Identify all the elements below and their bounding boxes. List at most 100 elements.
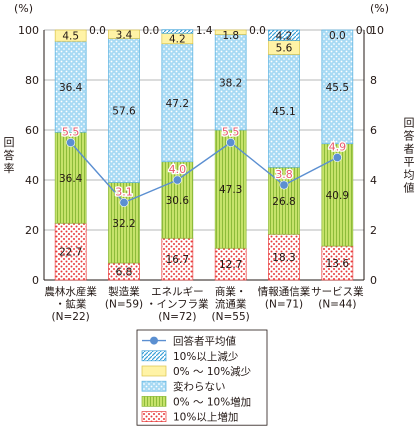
- value-label-dec0: 1.8: [222, 30, 239, 42]
- average-line: 5.5 3.1 4.0 5.5 3.8 4.9: [61, 124, 347, 208]
- value-label-dec10: 0.0: [356, 25, 373, 37]
- value-label-inc0: 36.4: [59, 173, 83, 185]
- legend-label-inc0: 0% ～ 10%増加: [173, 395, 251, 408]
- bar-segment-inc10: [268, 233, 300, 281]
- bar-segment-same: [268, 54, 300, 168]
- right-tick-label: 2: [370, 224, 377, 237]
- bar-segment-inc0: [54, 131, 87, 224]
- bar-segment-dec10: [161, 29, 194, 34]
- legend-swatch-average-marker: [150, 336, 158, 345]
- bar-segment-same: [161, 43, 194, 163]
- value-label-dec10: 1.4: [196, 25, 213, 37]
- legend-label-average: 回答者平均値: [173, 335, 236, 348]
- category-label: エネルギー・インフラ業(N=72): [146, 286, 209, 323]
- category-label: 情報通信業(N=71): [258, 285, 311, 311]
- left-tick-label: 40: [25, 174, 39, 187]
- value-label-inc10: 13.6: [326, 258, 350, 270]
- average-point: [226, 138, 236, 148]
- bar-segment-inc0: [161, 161, 194, 239]
- left-tick-label: 80: [25, 74, 39, 87]
- bar-segment-dec0: [214, 29, 247, 35]
- right-tick-label: 0: [370, 274, 377, 287]
- value-label-same: 45.5: [326, 82, 349, 94]
- bar-segment-dec0: [54, 29, 87, 42]
- value-label-dec0: 3.4: [116, 29, 133, 41]
- right-axis-title: 回答者平均値: [404, 117, 415, 195]
- value-label-inc0: 47.3: [219, 184, 242, 196]
- average-value-label: 4.9: [329, 141, 347, 154]
- average-point: [119, 198, 129, 208]
- average-line-path: [70, 141, 338, 204]
- bar-segment-dec0: [108, 29, 140, 39]
- value-label-inc10: 6.8: [116, 267, 133, 279]
- bar-segment-same: [321, 29, 354, 145]
- right-axis-unit: (%): [370, 2, 389, 15]
- left-tick-label: 20: [25, 224, 39, 237]
- bar-segment-inc0: [108, 182, 140, 264]
- right-axis-title-text: 回答者平均値: [404, 117, 415, 195]
- category-label: 製造業(N=59): [105, 285, 143, 311]
- average-value-label: 4.0: [169, 163, 187, 176]
- bar-segment-inc10: [321, 245, 354, 281]
- average-point: [66, 138, 76, 148]
- legend-label-dec0: 0% ～ 10%減少: [173, 365, 251, 378]
- value-label-same: 45.1: [272, 106, 295, 118]
- bar-segment-inc10: [54, 222, 87, 281]
- left-axis-title-text: 回答率: [4, 136, 15, 175]
- value-label-inc0: 26.8: [272, 196, 295, 208]
- legend-swatch-same: [141, 380, 167, 392]
- bar-segment-same: [214, 34, 247, 131]
- legend-swatch-inc0: [141, 396, 167, 407]
- bar-segment-same: [108, 38, 140, 183]
- legend-swatch-inc10: [141, 411, 167, 422]
- segment-labels: 22.7 36.4 36.4 4.5 6.8 32.2 57.6 3.4 16.7 30.6 47.…: [59, 25, 373, 279]
- right-tick-label: 6: [370, 124, 377, 137]
- legend-label-inc10: 10%以上増加: [173, 411, 238, 424]
- value-label-dec10: 4.2: [276, 30, 293, 42]
- value-label-dec0: 4.5: [62, 31, 79, 43]
- value-label-inc0: 40.9: [326, 190, 349, 202]
- value-label-dec0: 4.2: [169, 34, 186, 46]
- category-labels: 農林水産業・鉱業(N=22) 製造業(N=59)エネルギー・インフラ業(N=72)…: [44, 285, 364, 323]
- legend-swatch-dec0: [141, 365, 167, 377]
- bar-segment-inc10: [161, 237, 194, 281]
- average-value-label: 5.5: [222, 126, 240, 139]
- value-label-same: 36.4: [59, 82, 83, 94]
- bars: [54, 29, 354, 281]
- value-label-dec0: 0.0: [329, 30, 346, 42]
- value-label-dec10: 0.0: [143, 25, 160, 37]
- value-label-same: 38.2: [219, 77, 242, 89]
- value-label-inc10: 16.7: [166, 254, 189, 266]
- average-point: [279, 180, 289, 190]
- value-label-inc0: 32.2: [112, 218, 135, 230]
- left-tick-label: 60: [25, 124, 39, 137]
- right-tick-label: 10: [370, 24, 384, 37]
- average-value-label: 3.8: [275, 168, 293, 181]
- average-value-label: 5.5: [62, 126, 80, 139]
- average-point: [332, 153, 342, 163]
- legend-box: [136, 329, 268, 426]
- right-tick-label: 4: [370, 174, 377, 187]
- value-label-inc10: 12.7: [219, 259, 242, 271]
- value-label-same: 47.2: [166, 98, 189, 110]
- category-label: 商業・流通業(N=55): [212, 285, 250, 323]
- category-label: 農林水産業・鉱業(N=22): [44, 285, 97, 323]
- value-label-dec10: 0.0: [89, 25, 106, 37]
- left-tick-label: 0: [32, 274, 39, 287]
- value-label-dec10: 0.0: [249, 25, 266, 37]
- left-axis-unit: (%): [14, 2, 33, 15]
- average-point: [172, 175, 182, 185]
- value-label-inc10: 22.7: [59, 247, 82, 259]
- average-value-label: 3.1: [115, 186, 133, 199]
- right-tick-label: 8: [370, 74, 377, 87]
- bar-segment-dec10: [268, 29, 300, 41]
- value-label-inc0: 30.6: [166, 195, 190, 207]
- gridlines: [44, 29, 364, 231]
- value-label-dec0: 5.6: [276, 43, 293, 55]
- value-label-same: 57.6: [112, 106, 136, 118]
- left-axis-title: 回答率: [4, 136, 15, 175]
- left-tick-label: 100: [18, 24, 39, 37]
- legend-label-same: 変わらない: [173, 380, 226, 393]
- value-label-inc10: 18.3: [272, 252, 295, 264]
